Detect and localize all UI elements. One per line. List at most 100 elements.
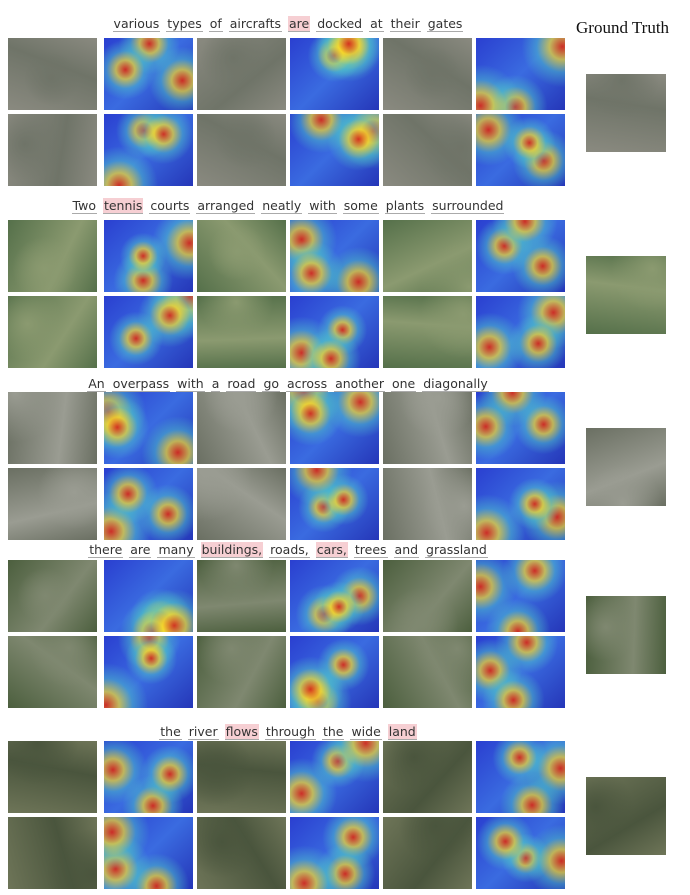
heatmap-image <box>290 296 379 368</box>
satellite-image <box>8 38 97 110</box>
caption-word: cars, <box>315 542 348 558</box>
satellite-image <box>383 392 472 464</box>
satellite-image <box>197 114 286 186</box>
satellite-image <box>383 636 472 708</box>
heatmap-image <box>476 296 565 368</box>
heatmap-image <box>104 468 193 540</box>
satellite-image <box>383 560 472 632</box>
satellite-image <box>8 220 97 292</box>
caption-word: a <box>210 376 221 392</box>
satellite-image <box>197 392 286 464</box>
ground-truth-title: Ground Truth <box>576 18 670 37</box>
caption-word: there <box>88 542 124 558</box>
heatmap-image <box>104 392 193 464</box>
satellite-image <box>383 38 472 110</box>
satellite-image <box>8 636 97 708</box>
heatmap-image <box>104 817 193 889</box>
heatmap-image <box>104 636 193 708</box>
heatmap-image <box>290 741 379 813</box>
heatmap-image <box>476 114 565 186</box>
heatmap-image <box>476 817 565 889</box>
caption-word: go <box>262 376 281 392</box>
caption-word: are <box>129 542 152 558</box>
caption-word: of <box>208 16 223 32</box>
satellite-image <box>8 560 97 632</box>
heatmap-image <box>104 114 193 186</box>
heatmap-image <box>290 38 379 110</box>
satellite-image <box>8 741 97 813</box>
caption-word: across <box>286 376 329 392</box>
satellite-image <box>197 38 286 110</box>
caption-word: An <box>87 376 106 392</box>
caption-word: many <box>157 542 195 558</box>
caption-word: types <box>166 16 203 32</box>
caption-word: at <box>369 16 384 32</box>
caption-word: one <box>390 376 417 392</box>
heatmap-image <box>290 220 379 292</box>
caption-word: are <box>288 16 311 32</box>
caption: there are many buildings, roads, cars, t… <box>8 542 568 558</box>
caption-word: buildings, <box>200 542 264 558</box>
caption-word: diagonally <box>422 376 489 392</box>
caption-word: tennis <box>102 198 144 214</box>
caption-word: flows <box>224 724 259 740</box>
caption-word: overpass <box>111 376 171 392</box>
heatmap-image <box>290 636 379 708</box>
satellite-image <box>8 114 97 186</box>
heatmap-image <box>104 560 193 632</box>
caption: Two tennis courts arranged neatly with s… <box>8 198 568 214</box>
caption-word: plants <box>384 198 426 214</box>
caption-word: their <box>389 16 421 32</box>
caption: An overpass with a road go across anothe… <box>8 376 568 392</box>
ground-truth-image <box>586 428 666 506</box>
satellite-image <box>197 468 286 540</box>
caption-word: docked <box>316 16 364 32</box>
satellite-image <box>8 817 97 889</box>
satellite-image <box>383 114 472 186</box>
caption-word: courts <box>149 198 191 214</box>
caption-word: river <box>187 724 219 740</box>
heatmap-image <box>476 741 565 813</box>
caption-word: wide <box>350 724 382 740</box>
satellite-image <box>197 220 286 292</box>
satellite-image <box>8 468 97 540</box>
heatmap-image <box>104 296 193 368</box>
ground-truth-image <box>586 256 666 334</box>
heatmap-image <box>476 560 565 632</box>
ground-truth-image <box>586 596 666 674</box>
caption-word: road <box>226 376 257 392</box>
heatmap-image <box>290 114 379 186</box>
satellite-image <box>383 817 472 889</box>
caption-word: trees <box>353 542 388 558</box>
satellite-image <box>383 468 472 540</box>
satellite-image <box>8 392 97 464</box>
heatmap-image <box>290 392 379 464</box>
caption-word: the <box>321 724 345 740</box>
heatmap-image <box>476 636 565 708</box>
heatmap-image <box>290 560 379 632</box>
caption-word: arranged <box>196 198 256 214</box>
heatmap-image <box>476 468 565 540</box>
caption-word: with <box>308 198 337 214</box>
caption-word: gates <box>426 16 464 32</box>
caption-word: the <box>159 724 182 740</box>
caption-word: aircrafts <box>228 16 283 32</box>
heatmap-image <box>476 220 565 292</box>
caption-word: land <box>387 724 417 740</box>
satellite-image <box>197 817 286 889</box>
caption-word: roads, <box>269 542 310 558</box>
heatmap-image <box>476 38 565 110</box>
satellite-image <box>8 296 97 368</box>
heatmap-image <box>476 392 565 464</box>
caption-word: surrounded <box>431 198 505 214</box>
caption-word: and <box>393 542 420 558</box>
caption-word: some <box>342 198 379 214</box>
satellite-image <box>197 560 286 632</box>
satellite-image <box>197 741 286 813</box>
satellite-image <box>197 296 286 368</box>
caption-word: through <box>264 724 316 740</box>
caption-word: various <box>112 16 161 32</box>
caption: various types of aircrafts are docked at… <box>8 16 568 32</box>
ground-truth-image <box>586 74 666 152</box>
satellite-image <box>383 741 472 813</box>
